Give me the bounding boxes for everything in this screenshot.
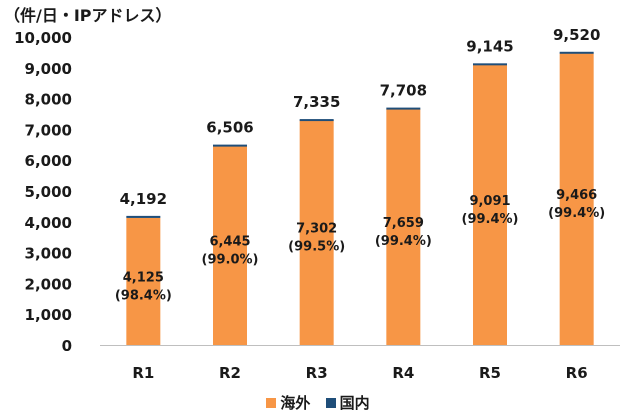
bar-domestic <box>386 107 421 110</box>
x-tick-label: R2 <box>219 364 241 382</box>
bar-overseas <box>299 120 334 346</box>
bar-domestic <box>559 51 594 54</box>
legend-label-domestic: 国内 <box>339 394 370 412</box>
y-tick-label: 9,000 <box>25 60 72 78</box>
overseas-percent-label: (99.4%) <box>375 234 432 249</box>
overseas-percent-label: (99.4%) <box>548 206 605 221</box>
bar-overseas <box>386 109 421 345</box>
x-tick-label: R1 <box>132 364 154 382</box>
legend-swatch-overseas <box>266 398 277 408</box>
y-tick-label: 3,000 <box>25 245 72 263</box>
legend: 海外 国内 <box>0 392 636 413</box>
overseas-percent-label: (99.0%) <box>202 253 259 268</box>
overseas-value-label: 6,445 <box>209 235 250 250</box>
legend-label-overseas: 海外 <box>280 394 311 412</box>
overseas-percent-label: (99.4%) <box>462 212 519 227</box>
y-tick-label: 6,000 <box>25 152 72 170</box>
bar-domestic <box>299 119 334 122</box>
y-tick-label: 8,000 <box>25 91 72 109</box>
y-tick-label: 2,000 <box>25 275 72 293</box>
bar-chart: 0 1,000 2,000 3,000 4,000 5,000 6,000 7,000 8,00… <box>14 26 620 382</box>
overseas-percent-label: (98.4%) <box>115 288 172 303</box>
overseas-value-label: 9,091 <box>469 194 510 209</box>
total-label: 4,192 <box>120 190 167 208</box>
legend-item-domestic: 国内 <box>325 392 370 413</box>
total-label: 6,506 <box>206 119 253 137</box>
x-tick-label: R6 <box>566 364 588 382</box>
unit-label: （件/日・IPアドレス） <box>4 6 172 25</box>
bar-overseas <box>559 53 594 345</box>
x-tick-label: R5 <box>479 364 501 382</box>
bar-domestic <box>126 215 161 218</box>
bar-domestic <box>213 144 247 147</box>
y-tick-label: 7,000 <box>25 121 72 139</box>
bar-overseas <box>213 146 247 345</box>
bar-domestic <box>473 63 507 66</box>
x-tick-label: R4 <box>392 364 414 382</box>
bar-overseas <box>126 217 161 345</box>
y-tick-label: 5,000 <box>25 183 72 201</box>
overseas-percent-label: (99.5%) <box>288 240 345 255</box>
legend-swatch-domestic <box>325 398 336 408</box>
total-label: 7,708 <box>380 82 427 100</box>
x-tick-label: R3 <box>306 364 328 382</box>
overseas-value-label: 7,659 <box>383 216 424 231</box>
overseas-value-label: 7,302 <box>296 222 337 237</box>
total-label: 9,520 <box>553 26 600 44</box>
legend-item-overseas: 海外 <box>266 392 310 413</box>
bar-overseas <box>473 64 507 346</box>
y-tick-label: 0 <box>62 337 72 355</box>
y-tick-label: 4,000 <box>25 214 72 232</box>
total-label: 9,145 <box>466 37 513 55</box>
y-tick-label: 1,000 <box>25 306 72 324</box>
overseas-value-label: 9,466 <box>556 188 597 203</box>
overseas-value-label: 4,125 <box>123 270 164 285</box>
y-tick-label: 10,000 <box>14 29 72 47</box>
total-label: 7,335 <box>293 93 340 111</box>
